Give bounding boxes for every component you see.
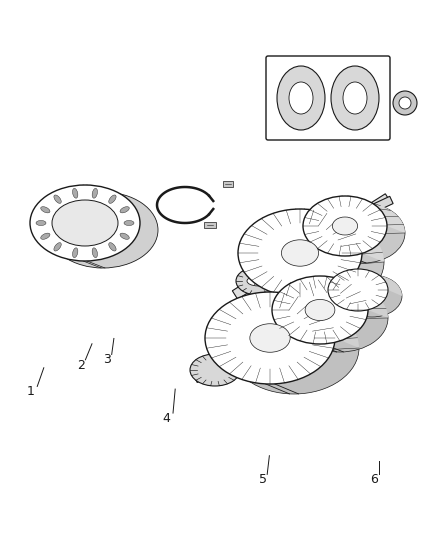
Polygon shape (303, 196, 405, 233)
Polygon shape (193, 279, 392, 383)
Text: 4: 4 (162, 412, 170, 425)
Ellipse shape (281, 240, 318, 266)
Ellipse shape (247, 276, 269, 286)
Ellipse shape (190, 354, 240, 386)
Text: 2: 2 (77, 359, 85, 372)
Ellipse shape (236, 267, 280, 295)
Ellipse shape (238, 209, 362, 297)
Ellipse shape (54, 243, 61, 251)
Ellipse shape (124, 221, 134, 225)
Polygon shape (205, 292, 359, 348)
Ellipse shape (36, 221, 46, 225)
Ellipse shape (399, 97, 411, 109)
Ellipse shape (250, 324, 290, 352)
FancyBboxPatch shape (266, 56, 390, 140)
Text: 5: 5 (259, 473, 267, 486)
Ellipse shape (109, 195, 116, 204)
Ellipse shape (120, 233, 129, 239)
Ellipse shape (120, 207, 129, 213)
Polygon shape (328, 269, 402, 296)
Bar (371, 196, 393, 212)
Ellipse shape (321, 203, 405, 263)
Ellipse shape (331, 66, 379, 130)
Ellipse shape (41, 207, 50, 213)
Ellipse shape (205, 292, 335, 384)
Ellipse shape (229, 302, 359, 394)
Ellipse shape (292, 284, 388, 352)
Ellipse shape (328, 269, 388, 311)
Ellipse shape (73, 188, 78, 198)
Ellipse shape (303, 196, 387, 256)
Polygon shape (232, 194, 391, 299)
Ellipse shape (41, 233, 50, 239)
Ellipse shape (289, 82, 313, 114)
Ellipse shape (305, 300, 335, 320)
Ellipse shape (48, 192, 158, 268)
Ellipse shape (260, 218, 384, 306)
Text: 1: 1 (27, 385, 35, 398)
Ellipse shape (277, 66, 325, 130)
Ellipse shape (272, 276, 368, 344)
Polygon shape (238, 209, 384, 262)
Polygon shape (272, 276, 388, 318)
Text: 3: 3 (103, 353, 111, 366)
Ellipse shape (54, 195, 61, 204)
Ellipse shape (92, 188, 98, 198)
Bar (223, 181, 233, 187)
Ellipse shape (30, 185, 140, 261)
Ellipse shape (342, 275, 402, 317)
Ellipse shape (393, 91, 417, 115)
Ellipse shape (332, 217, 357, 235)
Bar (204, 222, 216, 228)
Ellipse shape (109, 243, 116, 251)
Ellipse shape (52, 200, 118, 246)
Text: 6: 6 (371, 473, 378, 486)
Ellipse shape (343, 82, 367, 114)
Ellipse shape (73, 248, 78, 257)
Ellipse shape (92, 248, 98, 257)
